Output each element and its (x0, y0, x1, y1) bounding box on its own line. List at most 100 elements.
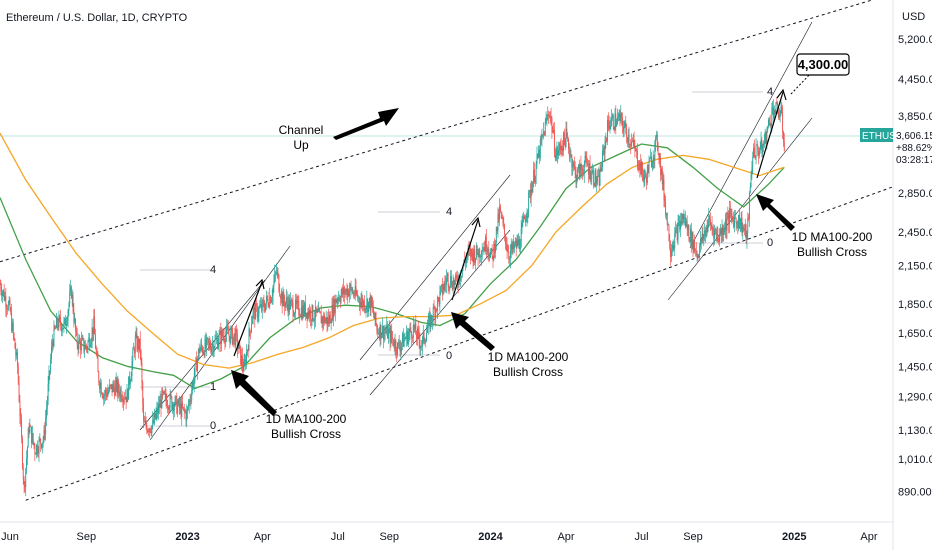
candle-body (613, 127, 615, 130)
candle-body (185, 411, 187, 421)
candle-body (662, 179, 664, 185)
candle-body (456, 275, 457, 278)
candle-body (641, 161, 642, 174)
candle-body (272, 286, 274, 297)
candle-body (485, 236, 486, 251)
candle-body (611, 117, 613, 125)
candle-body (460, 276, 462, 278)
candle-body (197, 349, 199, 359)
candle-body (160, 399, 162, 409)
candle-body (702, 233, 704, 240)
candle-body (752, 156, 754, 168)
candle-body (7, 303, 9, 310)
candle-body (276, 271, 278, 273)
candle-body (373, 314, 375, 319)
candle-body (582, 169, 584, 174)
candle-body (65, 323, 67, 327)
candle-body (540, 139, 542, 141)
candle-body (341, 288, 343, 295)
candle-body (10, 309, 12, 313)
candle-body (35, 453, 37, 455)
candle-body (190, 400, 192, 402)
candle-body (642, 172, 644, 180)
candle-body (709, 219, 711, 226)
candle-body (343, 287, 345, 295)
candle-body (76, 332, 78, 345)
candle-body (594, 170, 596, 187)
candle-body (70, 286, 72, 298)
candle-body (544, 121, 546, 136)
candle-body (470, 248, 472, 257)
candle-body (158, 403, 159, 414)
candle-body (114, 383, 116, 396)
candle-body (409, 327, 411, 332)
candle-body (295, 299, 297, 304)
candle-body (762, 146, 764, 154)
candle-body (445, 283, 447, 285)
candle-body (753, 147, 755, 157)
candle-body (763, 141, 765, 144)
candle-body (646, 165, 648, 183)
candle-body (144, 420, 146, 423)
candle-body (615, 113, 617, 127)
candle-body (430, 315, 432, 329)
candle-body (724, 219, 726, 230)
candle-body (87, 341, 89, 349)
candle-body (608, 122, 610, 129)
candle-body (275, 271, 277, 273)
projection-arrow-c (756, 91, 784, 179)
candle-body (643, 177, 645, 180)
candle-body (779, 113, 781, 116)
candle-body (616, 123, 618, 127)
candle-body (255, 303, 257, 320)
candle-body (657, 145, 659, 154)
candle-body (442, 289, 444, 294)
candle-body (44, 429, 46, 435)
candle-body (90, 344, 91, 347)
candle-body (612, 115, 614, 128)
candle-body (301, 307, 303, 319)
candle-body (290, 300, 292, 302)
candle-body (207, 337, 208, 339)
candle-body (491, 247, 493, 256)
y-tick-label: 2,850.00 (898, 188, 932, 200)
candle-body (151, 425, 153, 434)
candle-body (555, 155, 557, 158)
candle-body (577, 168, 579, 179)
candle-body (217, 343, 219, 349)
candle-body (241, 355, 242, 365)
candle-body (718, 240, 720, 242)
candle-body (469, 248, 471, 250)
candle-body (448, 286, 450, 288)
candle-body (289, 298, 291, 310)
candle-body (80, 341, 81, 351)
candle-body (325, 317, 327, 321)
candle-body (451, 285, 453, 290)
candle-body (475, 257, 476, 263)
candle-body (254, 307, 256, 320)
candle-body (748, 217, 750, 219)
candle-body (294, 313, 296, 316)
candle-body (1, 290, 3, 297)
candle-body (368, 298, 370, 302)
candle-body (54, 326, 56, 329)
candle-body (157, 408, 159, 414)
candle-body (649, 157, 651, 162)
candle-body (599, 168, 601, 186)
candle-body (215, 338, 217, 340)
candle-body (683, 218, 685, 220)
candle-body (429, 315, 431, 329)
candle-body (27, 429, 29, 448)
candle-body (122, 399, 124, 403)
candle-body (330, 322, 332, 324)
candle-body (159, 399, 161, 408)
candle-body (327, 317, 329, 325)
candle-body (656, 134, 658, 146)
y-tick-label: 3,850.00 (898, 111, 932, 123)
candle-body (372, 304, 374, 308)
candle-body (15, 348, 17, 356)
candle-body (492, 255, 494, 261)
candle-body (136, 333, 138, 350)
candle-body (753, 147, 755, 157)
